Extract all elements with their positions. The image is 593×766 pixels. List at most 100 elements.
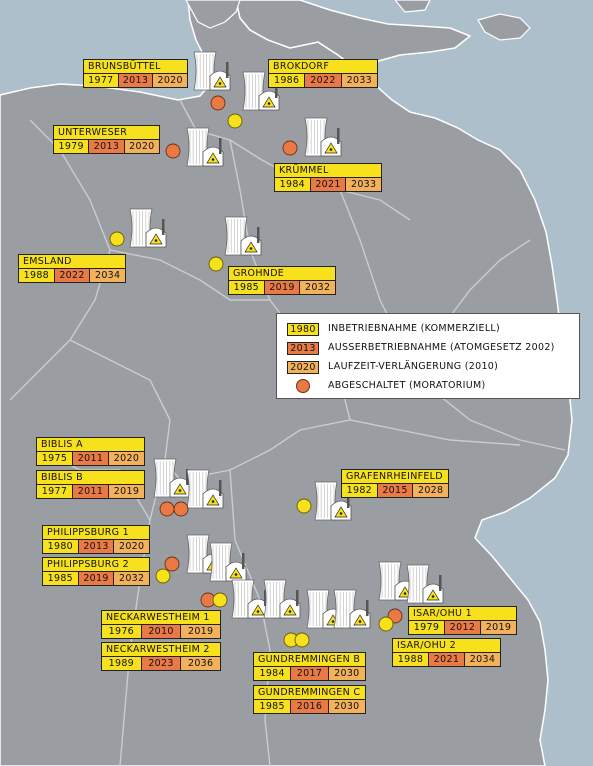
plant-label-isar-ohu-1: ISAR/OHU 1 1979 2012 2019 [408, 606, 517, 635]
legend-row-moratorium: ABGESCHALTET (MORATORIUM) [287, 379, 486, 393]
shutdown-year: 2012 [445, 621, 481, 634]
commissioning-year: 1979 [54, 140, 90, 153]
shutdown-year: 2023 [141, 657, 182, 670]
shutdown-year: 2019 [78, 572, 115, 585]
legend-text-start: INBETRIEBNAHME (KOMMERZIELL) [328, 323, 501, 334]
plant-marker-grohnde[interactable] [208, 256, 224, 272]
plant-marker-emsland[interactable] [109, 231, 125, 247]
plant-marker-gundremmingen-c[interactable] [294, 632, 310, 648]
commissioning-year: 1980 [43, 540, 79, 553]
commissioning-year: 1986 [269, 74, 306, 87]
plant-label-biblis-b: BIBLIS B 1977 2011 2019 [36, 470, 145, 499]
plant-name: ISAR/OHU 1 [409, 607, 516, 620]
moratorium-dot-icon [296, 379, 310, 393]
plant-marker-grafenrheinfeld[interactable] [296, 498, 312, 514]
plant-years: 1989 2023 2036 [102, 656, 221, 670]
legend-row-start: 1980 INBETRIEBNAHME (KOMMERZIELL) [287, 322, 500, 336]
plant-years: 1977 2013 2020 [84, 73, 188, 87]
extension-year: 2033 [341, 74, 377, 87]
shutdown-year: 2017 [291, 667, 329, 680]
plant-marker-philippsburg-2[interactable] [155, 568, 171, 584]
commissioning-year: 1985 [254, 700, 292, 713]
legend-row-extension: 2020 LAUFZEIT-VERLÄNGERUNG (2010) [287, 360, 498, 374]
plant-name: ISAR/OHU 2 [393, 639, 500, 652]
commissioning-year: 1976 [102, 625, 142, 638]
plant-marker-brunsb-ttel[interactable] [210, 95, 226, 111]
plant-name: KRÜMMEL [275, 164, 381, 177]
plant-name: UNTERWESER [54, 126, 159, 139]
island [477, 13, 531, 41]
plant-years: 1986 2022 2033 [269, 73, 377, 87]
plant-label-isar-ohu-2: ISAR/OHU 2 1988 2021 2034 [392, 638, 501, 667]
plant-years: 1985 2019 2032 [229, 280, 336, 294]
plant-name: PHILIPPSBURG 2 [43, 558, 149, 571]
plant-years: 1988 2021 2034 [393, 652, 500, 666]
plant-label-brokdorf: BROKDORF 1986 2022 2033 [268, 59, 378, 88]
plant-name: PHILIPPSBURG 1 [43, 526, 149, 539]
shutdown-year: 2011 [73, 452, 109, 465]
extension-year: 2019 [181, 625, 221, 638]
plant-years: 1979 2013 2020 [54, 139, 159, 153]
legend-swatch-extension: 2020 [287, 360, 319, 374]
legend: 1980 INBETRIEBNAHME (KOMMERZIELL) 2013 A… [276, 313, 580, 399]
cooling-tower-icon-grohnde [224, 216, 262, 256]
extension-year: 2034 [465, 653, 500, 666]
cooling-tower-icon-unterweser [186, 127, 224, 167]
plant-marker-brokdorf[interactable] [227, 113, 243, 129]
extension-year: 2019 [481, 621, 516, 634]
plant-marker-philippsburg-1[interactable] [164, 556, 180, 572]
plant-name: BRUNSBÜTTEL [84, 60, 187, 73]
commissioning-year: 1985 [43, 572, 79, 585]
plant-name: NECKARWESTHEIM 2 [102, 643, 220, 656]
legend-text-extension: LAUFZEIT-VERLÄNGERUNG (2010) [328, 361, 499, 372]
plant-years: 1985 2016 2030 [254, 699, 365, 713]
extension-year: 2033 [346, 178, 382, 191]
plant-label-biblis-a: BIBLIS A 1975 2011 2020 [36, 437, 145, 466]
shutdown-year: 2019 [264, 281, 301, 294]
plant-label-philippsburg-2: PHILIPPSBURG 2 1985 2019 2032 [42, 557, 150, 586]
plant-name: BROKDORF [269, 60, 377, 73]
shutdown-year: 2010 [141, 625, 182, 638]
plant-label-brunsb-ttel: BRUNSBÜTTEL 1977 2013 2020 [83, 59, 188, 88]
cooling-tower-icon-kr-mmel [304, 117, 342, 157]
plant-years: 1976 2010 2019 [102, 624, 221, 638]
plant-name: EMSLAND [19, 255, 125, 268]
plant-marker-biblis-b[interactable] [173, 501, 189, 517]
plant-marker-unterweser[interactable] [165, 143, 181, 159]
plant-label-emsland: EMSLAND 1988 2022 2034 [18, 254, 126, 283]
plant-marker-isar-ohu-2[interactable] [378, 616, 394, 632]
legend-swatch-shutdown: 2013 [287, 341, 319, 355]
cooling-tower-icon-philippsburg-2 [209, 542, 247, 582]
legend-text-shutdown: AUSSERBETRIEBNAHME (ATOMGESETZ 2002) [328, 342, 555, 353]
commissioning-year: 1975 [37, 452, 73, 465]
plant-marker-biblis-a[interactable] [159, 501, 175, 517]
plant-years: 1984 2017 2030 [254, 666, 365, 680]
plant-years: 1975 2011 2020 [37, 451, 144, 465]
cooling-tower-icon-isar-ohu-2 [406, 564, 444, 604]
extension-year: 2032 [300, 281, 336, 294]
commissioning-year: 1984 [254, 667, 292, 680]
legend-text-moratorium: ABGESCHALTET (MORATORIUM) [328, 380, 486, 391]
cooling-tower-icon-biblis-b [186, 469, 224, 509]
plant-marker-kr-mmel[interactable] [282, 140, 298, 156]
plant-label-kr-mmel: KRÜMMEL 1984 2021 2033 [274, 163, 382, 192]
commissioning-year: 1988 [19, 269, 55, 282]
plant-name: GROHNDE [229, 267, 335, 280]
plant-name: BIBLIS A [37, 438, 144, 451]
shutdown-year: 2015 [377, 484, 414, 497]
denmark [185, 0, 241, 29]
cooling-tower-icon-grafenrheinfeld [314, 481, 352, 521]
commissioning-year: 1985 [229, 281, 265, 294]
cooling-tower-icon-brunsb-ttel [193, 51, 231, 91]
plant-label-neckarwestheim-2: NECKARWESTHEIM 2 1989 2023 2036 [101, 642, 221, 671]
shutdown-year: 2011 [73, 485, 109, 498]
extension-year: 2020 [114, 540, 150, 553]
extension-year: 2020 [124, 140, 159, 153]
legend-swatch-start: 1980 [287, 322, 319, 336]
extension-year: 2036 [181, 657, 221, 670]
plant-marker-neckarwestheim-2[interactable] [212, 592, 228, 608]
extension-year: 2028 [413, 484, 449, 497]
plant-label-gundremmingen-b: GUNDREMMINGEN B 1984 2017 2030 [253, 652, 366, 681]
cooling-tower-icon-emsland [129, 208, 167, 248]
plant-years: 1977 2011 2019 [37, 484, 144, 498]
